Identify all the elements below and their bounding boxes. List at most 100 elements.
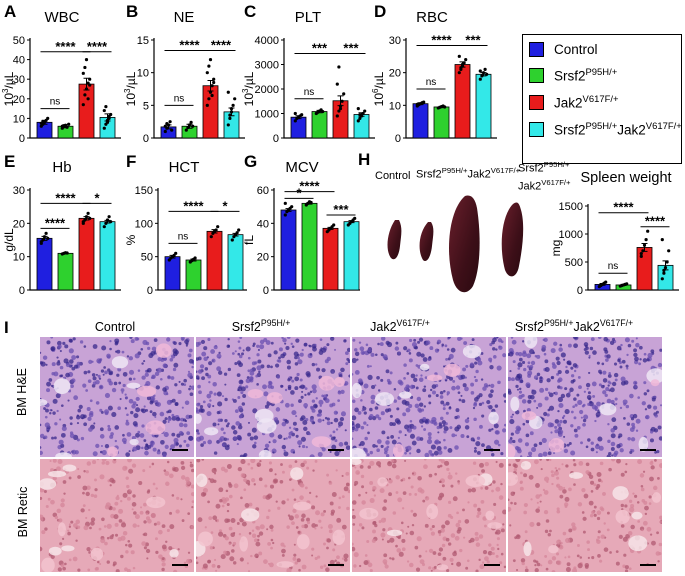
- y-tick-label: 150: [135, 185, 153, 197]
- data-point: [209, 235, 213, 239]
- data-point: [205, 103, 209, 107]
- significance-label: *: [222, 198, 228, 213]
- y-tick-label: 1500: [559, 201, 583, 213]
- data-point: [105, 218, 110, 222]
- y-axis-label: 103/µL: [123, 71, 138, 106]
- data-point: [184, 128, 188, 132]
- panel-label-h: H: [358, 150, 371, 169]
- data-point: [88, 216, 92, 220]
- bar-jak2: [636, 247, 653, 291]
- significance-label: ns: [304, 87, 315, 98]
- y-axis-label: 106/µL: [371, 71, 386, 106]
- data-point: [358, 113, 362, 117]
- bar-jak2: [454, 64, 471, 139]
- y-axis-label: g/dL: [2, 228, 16, 252]
- data-point: [478, 69, 482, 73]
- data-point: [335, 114, 339, 118]
- y-tick-label: 60: [257, 185, 269, 197]
- micrograph-he-0: [40, 337, 194, 457]
- data-point: [641, 249, 645, 253]
- scale-bar: [640, 564, 656, 566]
- y-tick-label: 0: [577, 285, 583, 297]
- data-point: [83, 93, 87, 97]
- data-point: [104, 221, 108, 225]
- data-point: [205, 71, 209, 75]
- data-point: [39, 240, 43, 244]
- spleen-label-srsf2-jak2-inline: Srsf2P95H/+Jak2V617F/+: [416, 166, 521, 181]
- data-point: [662, 268, 666, 272]
- spleen-double: [501, 202, 524, 277]
- panel-label-i: I: [4, 318, 9, 337]
- significance-label: ****: [87, 39, 108, 54]
- y-tick-label: 500: [565, 257, 583, 269]
- data-point: [214, 228, 218, 232]
- micrograph-retic-3: [508, 459, 662, 572]
- data-point: [81, 103, 85, 107]
- chart-svg: PLT 103/µL 0 1000 2000 3000 4000 ns *** ***: [241, 9, 375, 145]
- legend-label: Srsf2P95H/+Jak2V617F/+: [554, 120, 682, 138]
- spleen-photo: [373, 190, 545, 302]
- data-point: [109, 220, 113, 224]
- data-point: [189, 120, 193, 124]
- data-point: [163, 124, 167, 128]
- data-point: [207, 64, 211, 68]
- y-tick-label: 20: [257, 252, 269, 264]
- significance-label: ***: [343, 40, 359, 55]
- legend-label: Srsf2P95H/+: [554, 66, 618, 84]
- y-tick-label: 0: [263, 285, 269, 297]
- data-point: [293, 111, 297, 116]
- y-tick-label: 0: [147, 285, 153, 297]
- scale-bar: [640, 449, 656, 451]
- y-tick-label: 4000: [255, 35, 279, 47]
- data-point: [353, 216, 357, 220]
- spleen-label-control: Control: [375, 170, 411, 182]
- y-tick-label: 30: [389, 35, 401, 47]
- data-point: [212, 80, 216, 85]
- micrograph-he-1: [196, 337, 350, 457]
- significance-label: ****: [179, 37, 200, 52]
- significance-label: ****: [431, 33, 452, 48]
- y-tick-label: 10: [389, 100, 401, 112]
- data-point: [309, 200, 313, 205]
- chart-rbc: D RBC 106/µL 0 10 20 30 ns **** ***: [370, 0, 500, 150]
- data-point: [168, 120, 172, 124]
- y-tick-label: 1000: [559, 229, 583, 241]
- legend-entry-srsf2: Srsf2P95H/+: [529, 67, 617, 83]
- data-point: [478, 77, 482, 81]
- data-point: [358, 116, 362, 120]
- data-point: [46, 116, 50, 120]
- data-point: [226, 123, 230, 127]
- panel-label-c: C: [244, 2, 257, 21]
- legend-entry-double: Srsf2P95H/+Jak2V617F/+: [529, 121, 682, 137]
- y-tick-label: 0: [143, 133, 149, 145]
- y-tick-label: 100: [135, 218, 153, 230]
- panel-label-e: E: [4, 152, 16, 171]
- significance-label: ****: [55, 190, 76, 205]
- data-point: [228, 113, 232, 117]
- y-tick-label: 50: [141, 252, 153, 264]
- significance-label: ***: [333, 202, 349, 217]
- significance-label: *: [296, 185, 302, 200]
- data-point: [644, 238, 648, 242]
- bar-control: [280, 209, 297, 291]
- data-point: [81, 220, 85, 224]
- significance-label: ***: [465, 33, 481, 48]
- y-tick-label: 0: [19, 133, 25, 145]
- panel-label-a: A: [4, 2, 17, 21]
- panel-label-b: B: [126, 2, 139, 21]
- data-point: [660, 238, 664, 242]
- data-point: [86, 97, 90, 101]
- data-point: [422, 100, 426, 104]
- data-point: [102, 126, 106, 130]
- legend-entry-jak2: Jak2V617F/+: [529, 94, 618, 110]
- data-point: [338, 104, 343, 108]
- significance-label: ns: [50, 97, 61, 108]
- data-point: [207, 97, 211, 101]
- column-label-srsf2: Srsf2P95H/+: [231, 318, 291, 335]
- chart-mcv: G MCV fL 0 20 40 60 * **** ***: [240, 150, 365, 302]
- data-point: [665, 260, 669, 264]
- chart-svg: WBC 103/µL 0 10 20 30 40 50 ns **** ****: [1, 9, 121, 145]
- y-tick-label: 10: [13, 113, 25, 125]
- data-point: [300, 113, 304, 117]
- data-point: [226, 90, 230, 94]
